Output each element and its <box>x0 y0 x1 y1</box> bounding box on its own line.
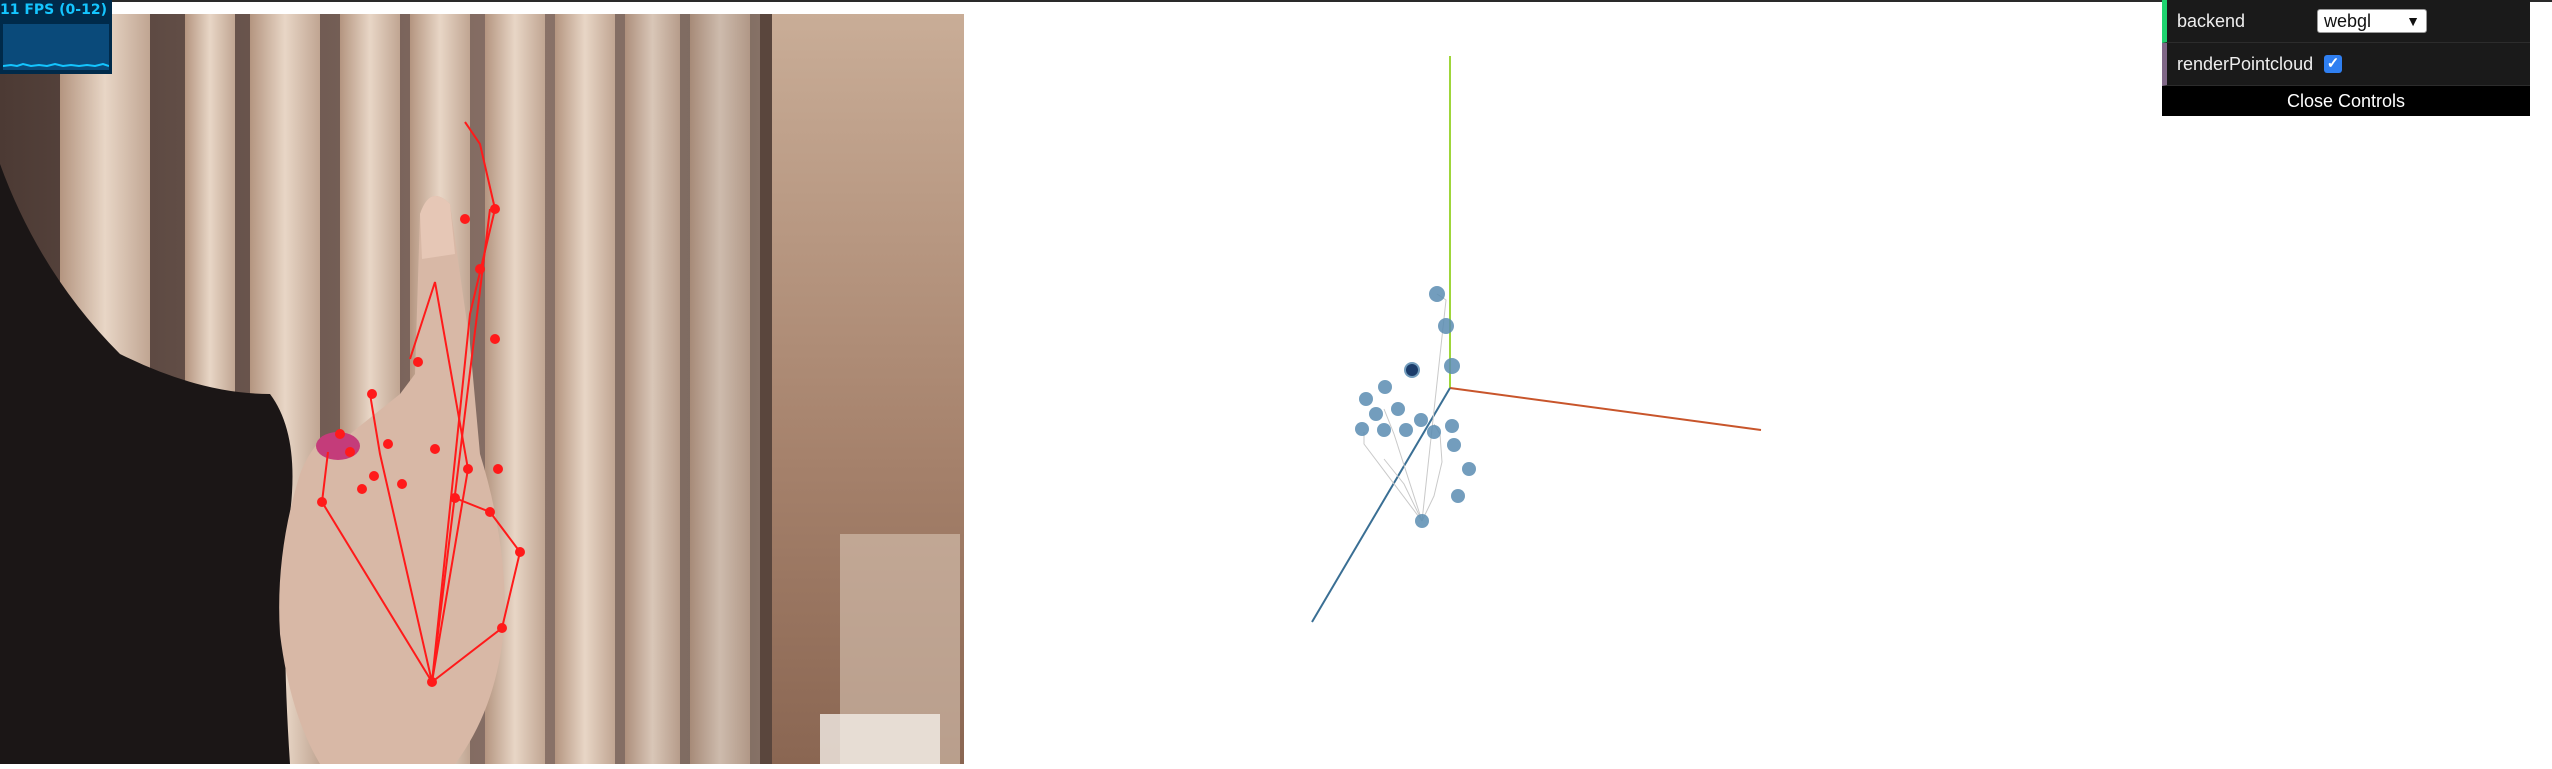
person-silhouette <box>0 164 293 764</box>
fps-stats-panel[interactable]: 11 FPS (0-12) <box>0 0 112 74</box>
top-border <box>0 0 2552 2</box>
fps-graph <box>2 24 110 70</box>
chevron-down-icon: ▼ <box>2406 13 2420 29</box>
checkmark-icon: ✓ <box>2326 55 2340 72</box>
backend-label: backend <box>2177 10 2246 31</box>
render-pointcloud-control: renderPointcloud ✓ <box>2162 43 2530 86</box>
webcam-video-canvas <box>0 14 964 764</box>
axis-z-line <box>1311 387 1451 623</box>
hand <box>279 196 505 764</box>
3d-scene-canvas[interactable] <box>964 14 2552 764</box>
render-pointcloud-checkbox[interactable]: ✓ <box>2324 55 2342 73</box>
controls-panel: backend webgl ▼ renderPointcloud ✓ Close… <box>2162 0 2530 116</box>
backend-control: backend webgl ▼ <box>2162 0 2530 43</box>
axis-x-line <box>1449 387 1762 431</box>
render-pointcloud-label: renderPointcloud <box>2177 53 2314 74</box>
hand-landmark-points <box>317 204 525 687</box>
fps-label: 11 FPS (0-12) <box>0 2 107 18</box>
backend-select-value: webgl <box>2324 10 2372 31</box>
point-cloud-highlight <box>1406 364 1418 376</box>
point-cloud <box>1355 286 1476 528</box>
backend-select[interactable]: webgl ▼ <box>2317 9 2427 33</box>
close-controls-button[interactable]: Close Controls <box>2162 86 2530 116</box>
